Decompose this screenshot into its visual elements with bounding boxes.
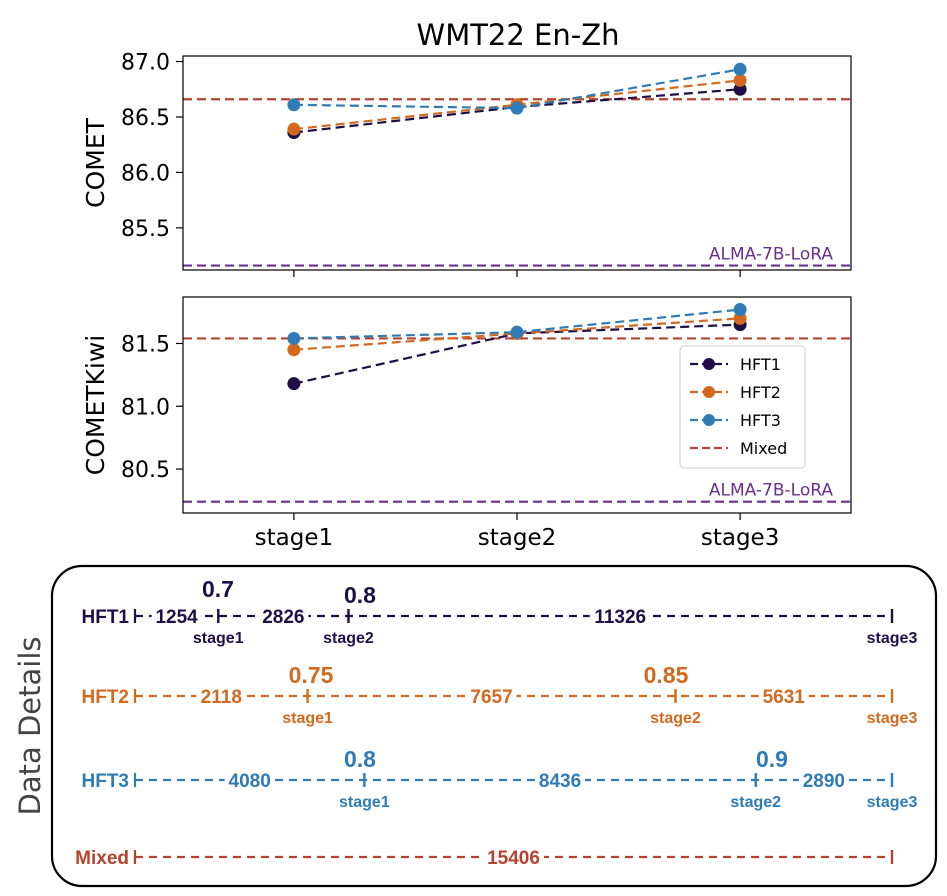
segment-count: 15406 xyxy=(487,848,540,869)
y-tick-label: 87.0 xyxy=(121,51,170,76)
plot-frame xyxy=(182,55,852,271)
segment-count: 5631 xyxy=(763,687,806,708)
chart-title: WMT22 En-Zh xyxy=(417,18,620,52)
stage-label: stage1 xyxy=(339,794,390,811)
data-point-hft3 xyxy=(287,331,301,345)
segment-count: 4080 xyxy=(229,771,271,792)
data-point-hft2 xyxy=(287,122,301,136)
segment-label-bg xyxy=(798,769,849,791)
segment-count: 1254 xyxy=(155,607,198,628)
data-point-hft3 xyxy=(510,101,524,115)
plot-frame xyxy=(182,296,852,514)
legend-box xyxy=(679,345,806,469)
data-point-hft1 xyxy=(287,377,301,391)
segment-label-bg xyxy=(224,769,275,791)
threshold-value: 0.8 xyxy=(344,746,376,772)
stage-label: stage3 xyxy=(867,794,918,811)
legend-label: HFT2 xyxy=(740,383,781,402)
cometkiwi-chart: 80.5 81.0 81.5 COMETKiwi stage1 stage2 stage3 A… xyxy=(81,296,852,551)
series-line-hft2 xyxy=(293,317,741,351)
comet-chart: 85.5 86.0 86.5 87.0 COMET ALMA-7B-LoRA xyxy=(81,51,852,277)
y-tick-label: 85.5 xyxy=(121,217,170,242)
reference-line-label: ALMA-7B-LoRA xyxy=(709,481,833,501)
series-line-hft3 xyxy=(293,68,741,110)
data-point-hft3 xyxy=(510,325,524,339)
stage-label: stage1 xyxy=(193,630,244,647)
legend: HFT1 HFT2 HFT3 Mixed xyxy=(679,345,806,469)
stage-label: stage2 xyxy=(323,630,374,647)
segment-label-bg xyxy=(758,685,809,707)
legend-label: Mixed xyxy=(740,439,787,458)
legend-marker xyxy=(703,358,715,370)
data-point-hft3 xyxy=(733,62,747,76)
segment-label-bg xyxy=(589,605,651,627)
y-tick-label: 80.5 xyxy=(121,458,170,483)
threshold-value: 0.85 xyxy=(644,662,689,688)
stage-label: stage2 xyxy=(650,710,701,727)
legend-marker xyxy=(703,386,715,398)
details-box xyxy=(50,564,938,888)
threshold-value: 0.7 xyxy=(202,576,234,602)
data-point-hft2 xyxy=(287,343,301,357)
reference-line-label: ALMA-7B-LoRA xyxy=(709,245,833,265)
stage-label: stage1 xyxy=(282,710,333,727)
threshold-value: 0.8 xyxy=(344,582,376,608)
y-tick-label: 86.5 xyxy=(121,106,170,131)
segment-count: 11326 xyxy=(594,607,646,628)
segment-label-bg xyxy=(466,685,517,707)
segment-count: 2890 xyxy=(803,771,845,792)
y-tick-label: 81.5 xyxy=(121,332,170,357)
y-tick-label: 81.0 xyxy=(121,395,170,420)
y-axis-label: COMET xyxy=(81,117,110,207)
details-title: Data Details xyxy=(13,637,47,816)
threshold-value: 0.75 xyxy=(289,662,334,688)
segment-label-bg xyxy=(196,685,247,707)
row-label: HFT1 xyxy=(82,607,130,628)
y-tick-label: 86.0 xyxy=(121,161,170,186)
legend-marker xyxy=(703,414,715,426)
stage-label: stage3 xyxy=(867,630,918,647)
x-tick-label: stage2 xyxy=(478,525,556,551)
segment-label-bg xyxy=(535,769,586,791)
legend-label: HFT1 xyxy=(740,355,781,374)
row-label: Mixed xyxy=(75,848,129,869)
segment-count: 2118 xyxy=(201,687,242,708)
segment-count: 7657 xyxy=(470,687,512,708)
data-point-hft3 xyxy=(287,98,301,112)
segment-label-bg xyxy=(258,605,309,627)
x-tick-label: stage1 xyxy=(255,525,333,551)
row-label: HFT2 xyxy=(82,687,130,708)
y-axis-label: COMETKiwi xyxy=(81,335,110,476)
stage-label: stage2 xyxy=(730,794,781,811)
threshold-value: 0.9 xyxy=(756,746,788,772)
segment-count: 2826 xyxy=(262,607,304,628)
data-point-hft2 xyxy=(733,73,747,87)
segment-label-bg xyxy=(151,605,202,627)
x-tick-label: stage3 xyxy=(701,525,779,551)
series-line-hft3 xyxy=(293,308,741,340)
row-label: HFT3 xyxy=(82,771,130,792)
legend-label: HFT3 xyxy=(740,411,781,430)
stage-label: stage3 xyxy=(867,710,918,727)
segment-label-bg xyxy=(483,846,544,868)
data-details-panel: Data Details HFT1 1254 stage1 2826 stage2 1132… xyxy=(13,564,938,888)
segment-count: 8436 xyxy=(539,771,581,792)
data-point-hft3 xyxy=(733,303,747,317)
